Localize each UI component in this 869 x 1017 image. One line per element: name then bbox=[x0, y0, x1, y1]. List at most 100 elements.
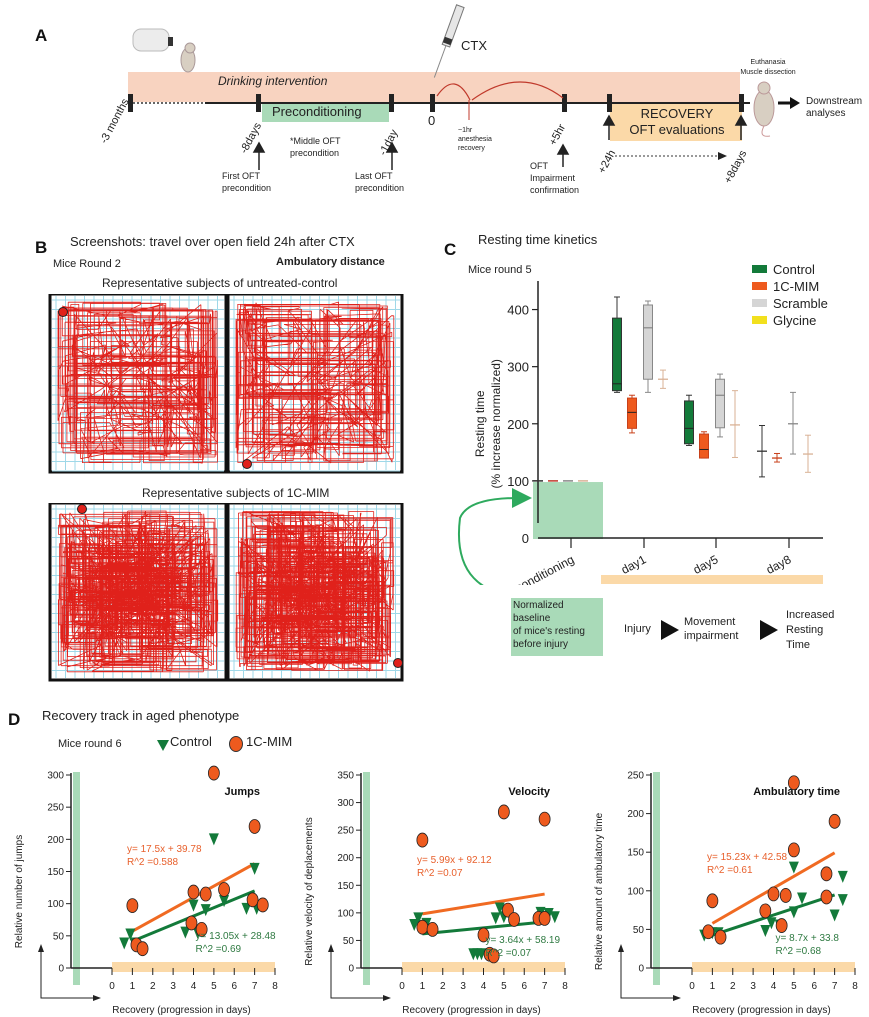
data-point bbox=[208, 833, 219, 846]
metric-label: Ambulatory distance bbox=[276, 256, 385, 268]
fit-equation: y= 17.5x + 39.78 bbox=[127, 844, 202, 855]
data-point bbox=[180, 926, 191, 939]
track-path bbox=[57, 301, 218, 464]
last-oft-label: Last OFT precondition bbox=[355, 171, 405, 193]
x-tick-label: 2 bbox=[150, 981, 156, 992]
chart-title: Velocity bbox=[508, 786, 550, 798]
start-position-dot bbox=[393, 658, 403, 668]
box-iqr bbox=[643, 304, 653, 380]
baseline-block bbox=[533, 482, 603, 539]
legend-swatch bbox=[752, 316, 767, 324]
group-label-control: Representative subjects of untreated-con… bbox=[102, 276, 338, 290]
y-tick-label: 150 bbox=[337, 881, 354, 892]
y-tick-label: 300 bbox=[337, 798, 354, 809]
resting-time-chart: 0 100 200 300 400 Resting time (% increase nor… bbox=[458, 262, 828, 585]
x-tick-label: 8 bbox=[852, 981, 858, 992]
open-field-control bbox=[48, 294, 404, 474]
data-point bbox=[767, 886, 780, 902]
chart-title: Ambulatory time bbox=[753, 786, 840, 798]
x-tick-label: day5 bbox=[691, 552, 721, 577]
data-point bbox=[409, 918, 420, 931]
data-point bbox=[136, 941, 149, 957]
legend-swatch bbox=[752, 265, 767, 273]
x-tick-label: 3 bbox=[170, 981, 176, 992]
1cmim-legend-icon bbox=[229, 736, 243, 752]
y-tick-label: 150 bbox=[47, 867, 64, 878]
y-tick-label: 250 bbox=[47, 803, 64, 814]
x-axis-label: Recovery (progression in days) bbox=[112, 1005, 250, 1016]
data-point bbox=[788, 861, 799, 874]
jumps-chart: 0 50 100 150 200 250 300 0 1 2 3 4 5 6 7 8 Recovery (pro… bbox=[14, 765, 278, 1016]
data-point bbox=[187, 884, 200, 900]
x-tick-label: 6 bbox=[811, 981, 817, 992]
data-point bbox=[195, 921, 208, 937]
velocity-chart: 0 50 100 150 200 250 300 350 0 1 2 3 4 5 6 7 8 Recovery (… bbox=[304, 771, 568, 1017]
x-tick-label: 1 bbox=[710, 981, 716, 992]
x-tick-label: 4 bbox=[771, 981, 777, 992]
data-point bbox=[126, 898, 139, 913]
data-point bbox=[248, 819, 261, 834]
x-tick-label: 7 bbox=[252, 981, 258, 992]
track-path bbox=[235, 511, 395, 672]
box-iqr bbox=[684, 400, 694, 445]
x-tick-label: 3 bbox=[750, 981, 756, 992]
timeline-ticks bbox=[128, 94, 744, 112]
fit-equation: y= 5.99x + 92.12 bbox=[417, 855, 492, 866]
x-tick-label: day8 bbox=[764, 552, 794, 577]
x-tick-label: 1 bbox=[130, 981, 136, 992]
panel-letter-b: B bbox=[35, 238, 48, 257]
mice-round-label: Mice round 6 bbox=[58, 738, 122, 750]
data-point bbox=[714, 929, 727, 945]
y-tick-label: 400 bbox=[507, 303, 529, 318]
start-position-dot bbox=[77, 504, 87, 514]
x-tick-label: Pre-conditioning bbox=[493, 552, 576, 585]
data-point bbox=[218, 882, 230, 897]
data-point bbox=[788, 906, 799, 919]
mice-round-label: Mice round 5 bbox=[468, 264, 532, 276]
movement-track bbox=[235, 301, 395, 464]
y-tick-label: 100 bbox=[337, 908, 354, 919]
data-point bbox=[759, 903, 772, 919]
y-axis-label: Relative amount of ambulatory time bbox=[594, 812, 605, 970]
y-tick-label: 0 bbox=[638, 964, 644, 975]
y-tick-label: 50 bbox=[53, 931, 65, 942]
data-point bbox=[538, 811, 551, 827]
y-tick-label: 250 bbox=[337, 826, 354, 837]
y-tick-label: 0 bbox=[348, 964, 354, 975]
x-tick-label: 5 bbox=[791, 981, 797, 992]
panel-c-title: Resting time kinetics bbox=[478, 232, 598, 247]
track-path bbox=[58, 510, 219, 673]
baseline-band bbox=[73, 772, 80, 985]
legend-control: Control bbox=[170, 734, 212, 749]
flow-injury: Injury bbox=[624, 623, 651, 635]
data-point bbox=[249, 862, 260, 875]
data-point bbox=[416, 919, 429, 935]
panel-letter-c: C bbox=[444, 240, 457, 259]
data-point bbox=[476, 948, 487, 961]
arc-impairment bbox=[471, 81, 564, 101]
start-position-dot bbox=[58, 307, 68, 317]
data-point bbox=[125, 928, 136, 941]
x-tick-label: 2 bbox=[440, 981, 446, 992]
x-tick-label: 5 bbox=[211, 981, 217, 992]
x-tick-label: 4 bbox=[191, 981, 197, 992]
recovery-band bbox=[692, 962, 855, 972]
data-point bbox=[416, 832, 429, 848]
corner-axis-arrow bbox=[330, 948, 385, 999]
x-tick-label: 7 bbox=[832, 981, 838, 992]
y-tick-label: 50 bbox=[343, 936, 355, 947]
y-tick-label: 350 bbox=[337, 771, 354, 782]
curved-arrow-head bbox=[512, 488, 532, 508]
euthanasia-label: Euthanasia Muscle dissection bbox=[740, 59, 796, 76]
data-point bbox=[246, 892, 259, 908]
data-point bbox=[487, 948, 500, 964]
data-point bbox=[828, 813, 841, 829]
x-tick-label: 0 bbox=[109, 981, 115, 992]
fit-r2: R^2 =0.69 bbox=[196, 944, 242, 955]
y-tick-label: 200 bbox=[627, 809, 644, 820]
track-path bbox=[235, 301, 395, 464]
legend-label: Control bbox=[773, 262, 815, 277]
data-point bbox=[820, 866, 833, 882]
anesthesia-label: ~1hr anesthesia recovery bbox=[458, 127, 492, 152]
recovery-band bbox=[402, 962, 565, 972]
